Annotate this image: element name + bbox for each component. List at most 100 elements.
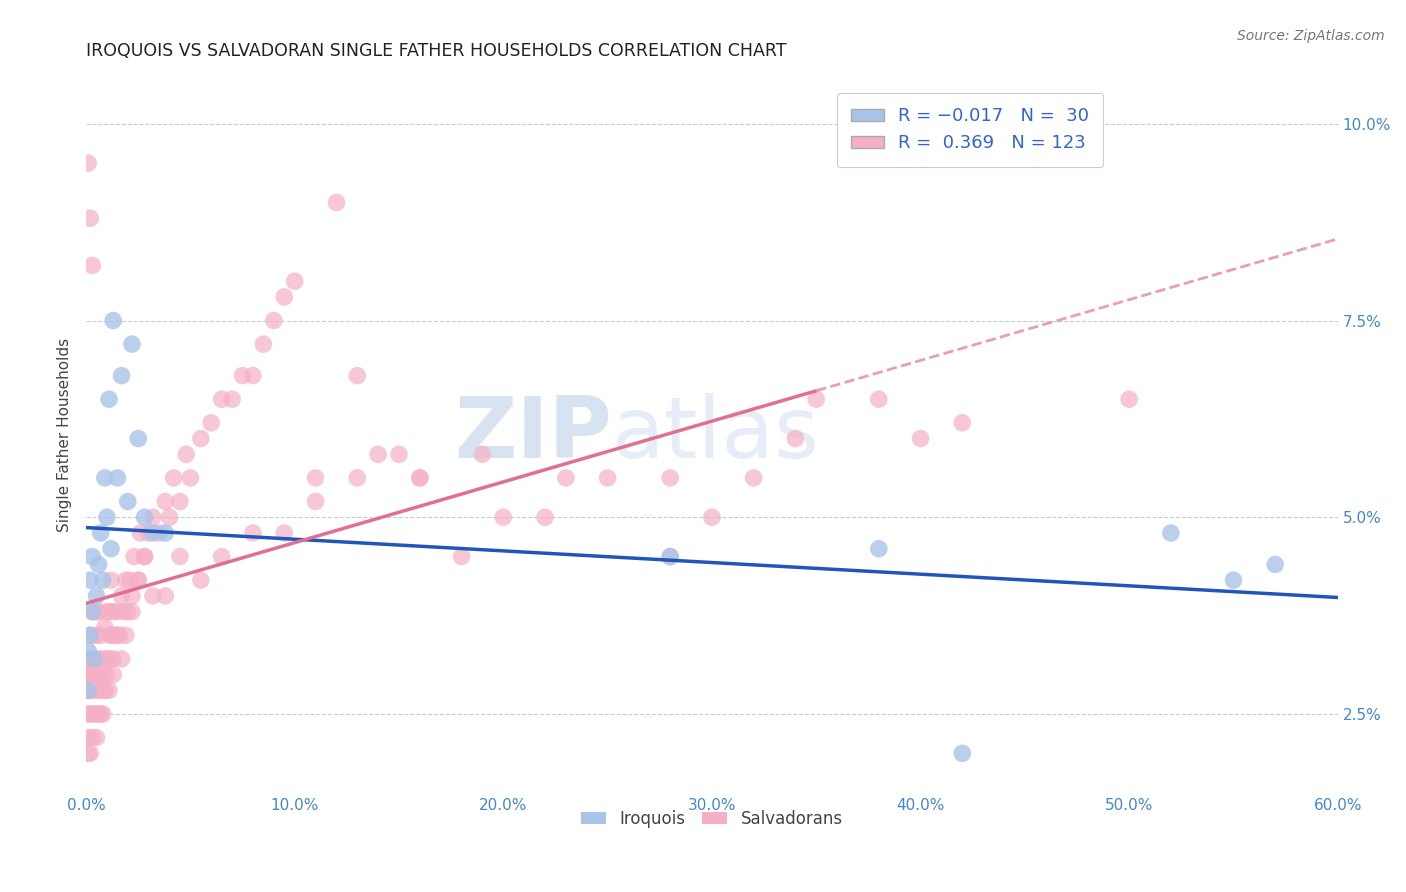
Y-axis label: Single Father Households: Single Father Households	[58, 337, 72, 532]
Point	[103, 605, 125, 619]
Point	[77, 706, 100, 721]
Point	[86, 683, 108, 698]
Point	[77, 667, 100, 681]
Point	[221, 392, 243, 407]
Point	[82, 731, 104, 745]
Point	[108, 628, 131, 642]
Point	[100, 628, 122, 642]
Point	[1222, 573, 1244, 587]
Point	[700, 510, 723, 524]
Point	[87, 558, 110, 572]
Point	[77, 644, 100, 658]
Point	[90, 526, 112, 541]
Point	[346, 471, 368, 485]
Point	[117, 494, 139, 508]
Point	[103, 667, 125, 681]
Point	[304, 494, 326, 508]
Point	[105, 471, 128, 485]
Point	[98, 605, 121, 619]
Point	[284, 274, 307, 288]
Point	[96, 652, 118, 666]
Point	[118, 573, 141, 587]
Point	[77, 652, 100, 666]
Point	[82, 683, 104, 698]
Point	[86, 628, 108, 642]
Point	[127, 573, 149, 587]
Point	[94, 471, 117, 485]
Point	[409, 471, 432, 485]
Point	[142, 589, 165, 603]
Point	[77, 731, 100, 745]
Point	[252, 337, 274, 351]
Point	[659, 549, 682, 564]
Point	[134, 549, 156, 564]
Point	[98, 392, 121, 407]
Point	[450, 549, 472, 564]
Point	[155, 494, 177, 508]
Point	[471, 447, 494, 461]
Point	[134, 549, 156, 564]
Text: ZIP: ZIP	[454, 393, 612, 476]
Point	[100, 628, 122, 642]
Point	[868, 392, 890, 407]
Point	[77, 683, 100, 698]
Point	[304, 471, 326, 485]
Point	[91, 573, 114, 587]
Point	[90, 628, 112, 642]
Point	[79, 211, 101, 226]
Point	[100, 541, 122, 556]
Point	[86, 706, 108, 721]
Point	[127, 432, 149, 446]
Point	[94, 683, 117, 698]
Point	[806, 392, 828, 407]
Point	[534, 510, 557, 524]
Point	[83, 652, 105, 666]
Point	[77, 683, 100, 698]
Point	[79, 573, 101, 587]
Point	[114, 573, 136, 587]
Point	[98, 652, 121, 666]
Point	[325, 195, 347, 210]
Point	[110, 652, 132, 666]
Point	[409, 471, 432, 485]
Point	[114, 628, 136, 642]
Point	[910, 432, 932, 446]
Point	[169, 494, 191, 508]
Point	[142, 510, 165, 524]
Point	[117, 605, 139, 619]
Point	[273, 526, 295, 541]
Point	[155, 526, 177, 541]
Point	[90, 683, 112, 698]
Point	[121, 589, 143, 603]
Point	[148, 526, 170, 541]
Point	[163, 471, 186, 485]
Point	[91, 652, 114, 666]
Point	[79, 747, 101, 761]
Point	[492, 510, 515, 524]
Point	[174, 447, 197, 461]
Point	[127, 573, 149, 587]
Point	[90, 706, 112, 721]
Point	[103, 652, 125, 666]
Point	[367, 447, 389, 461]
Point	[231, 368, 253, 383]
Point	[104, 628, 127, 642]
Point	[96, 667, 118, 681]
Point	[105, 605, 128, 619]
Point	[91, 706, 114, 721]
Point	[96, 605, 118, 619]
Point	[950, 747, 973, 761]
Point	[87, 652, 110, 666]
Point	[211, 549, 233, 564]
Point	[159, 510, 181, 524]
Text: atlas: atlas	[612, 393, 820, 476]
Point	[87, 706, 110, 721]
Point	[79, 667, 101, 681]
Point	[190, 432, 212, 446]
Point	[82, 605, 104, 619]
Point	[100, 573, 122, 587]
Point	[83, 706, 105, 721]
Point	[103, 313, 125, 327]
Point	[659, 471, 682, 485]
Legend: Iroquois, Salvadorans: Iroquois, Salvadorans	[575, 803, 849, 834]
